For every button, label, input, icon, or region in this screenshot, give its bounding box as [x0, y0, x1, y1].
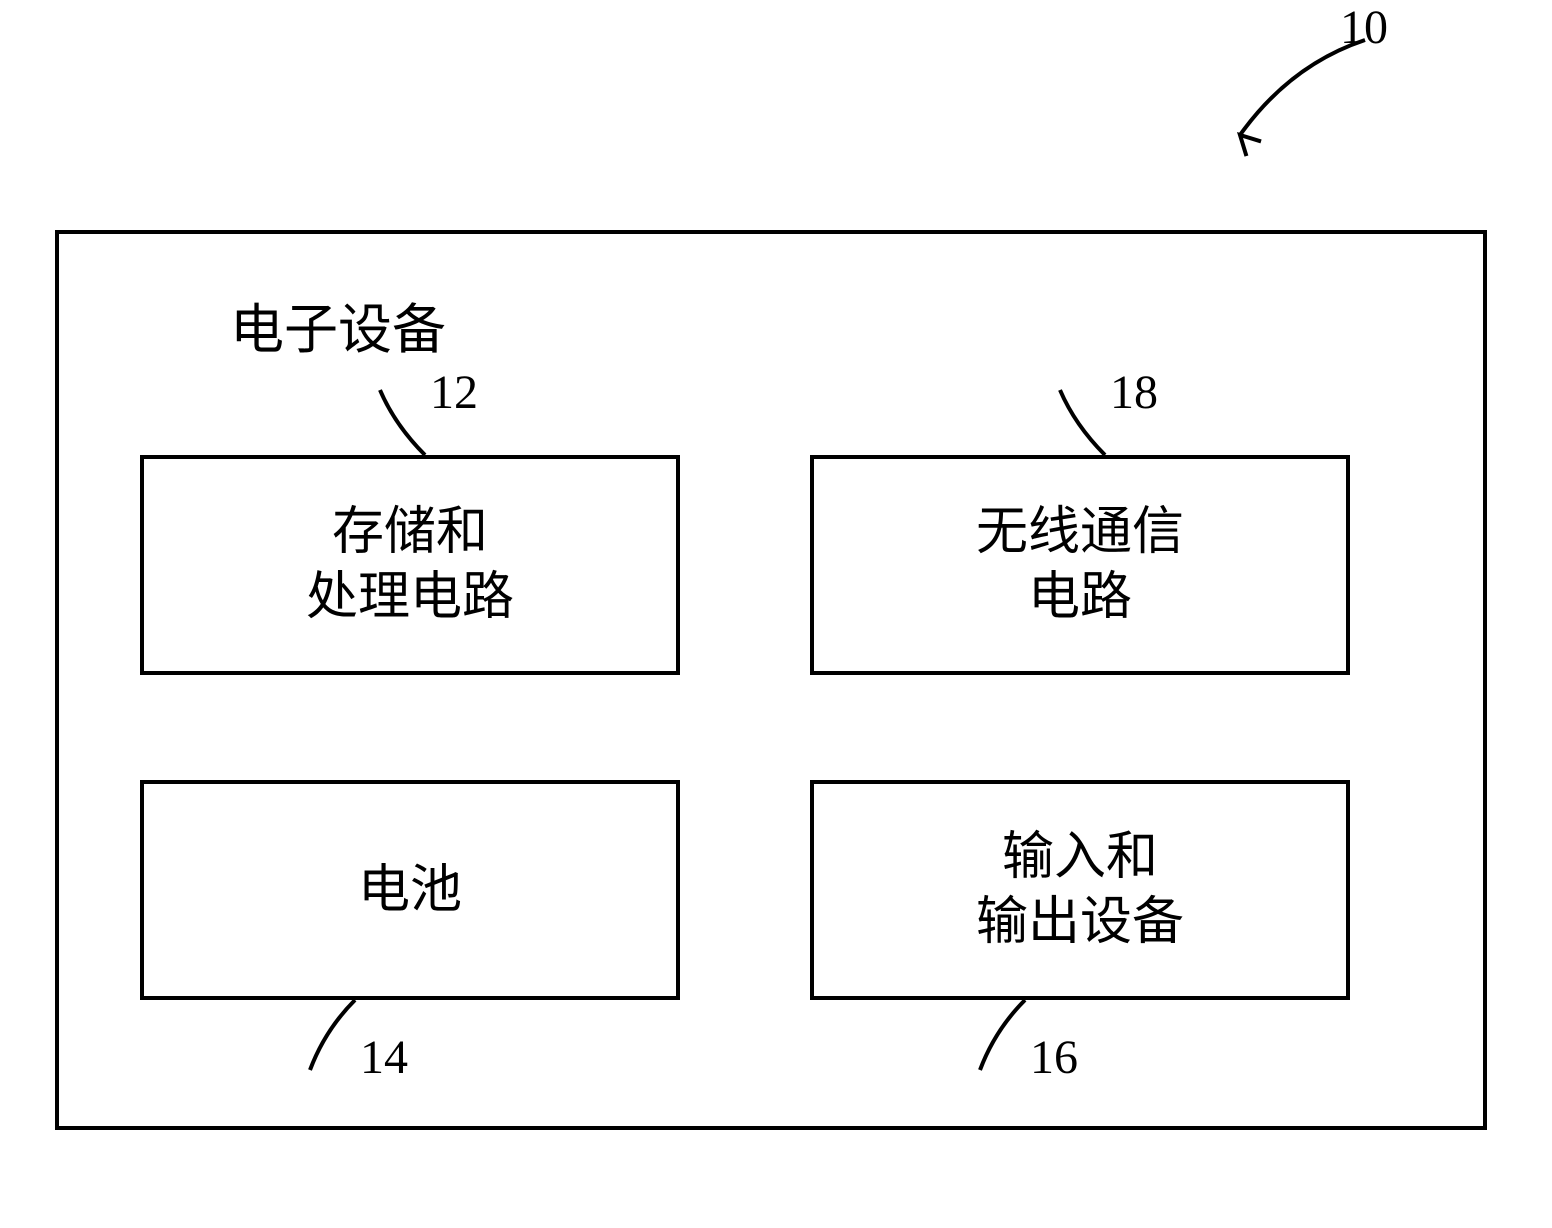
block-io-label: 输入和输出设备: [976, 825, 1184, 955]
tag-io: 16: [1030, 1030, 1078, 1085]
block-io: 输入和输出设备: [810, 780, 1350, 1000]
figure-tag-arrow-icon: [1210, 25, 1390, 175]
block-wireless-label: 无线通信电路: [976, 500, 1184, 630]
block-storage-processing-label: 存储和处理电路: [306, 500, 514, 630]
diagram-canvas: 10 电子设备 存储和处理电路12无线通信电路18电池14输入和输出设备16: [0, 0, 1552, 1228]
block-storage-processing: 存储和处理电路: [140, 455, 680, 675]
block-battery-label: 电池: [358, 858, 462, 923]
tag-wireless: 18: [1110, 365, 1158, 420]
block-wireless: 无线通信电路: [810, 455, 1350, 675]
tag-battery: 14: [360, 1030, 408, 1085]
block-battery: 电池: [140, 780, 680, 1000]
tag-storage-processing: 12: [430, 365, 478, 420]
outer-device-title: 电子设备: [230, 285, 446, 364]
